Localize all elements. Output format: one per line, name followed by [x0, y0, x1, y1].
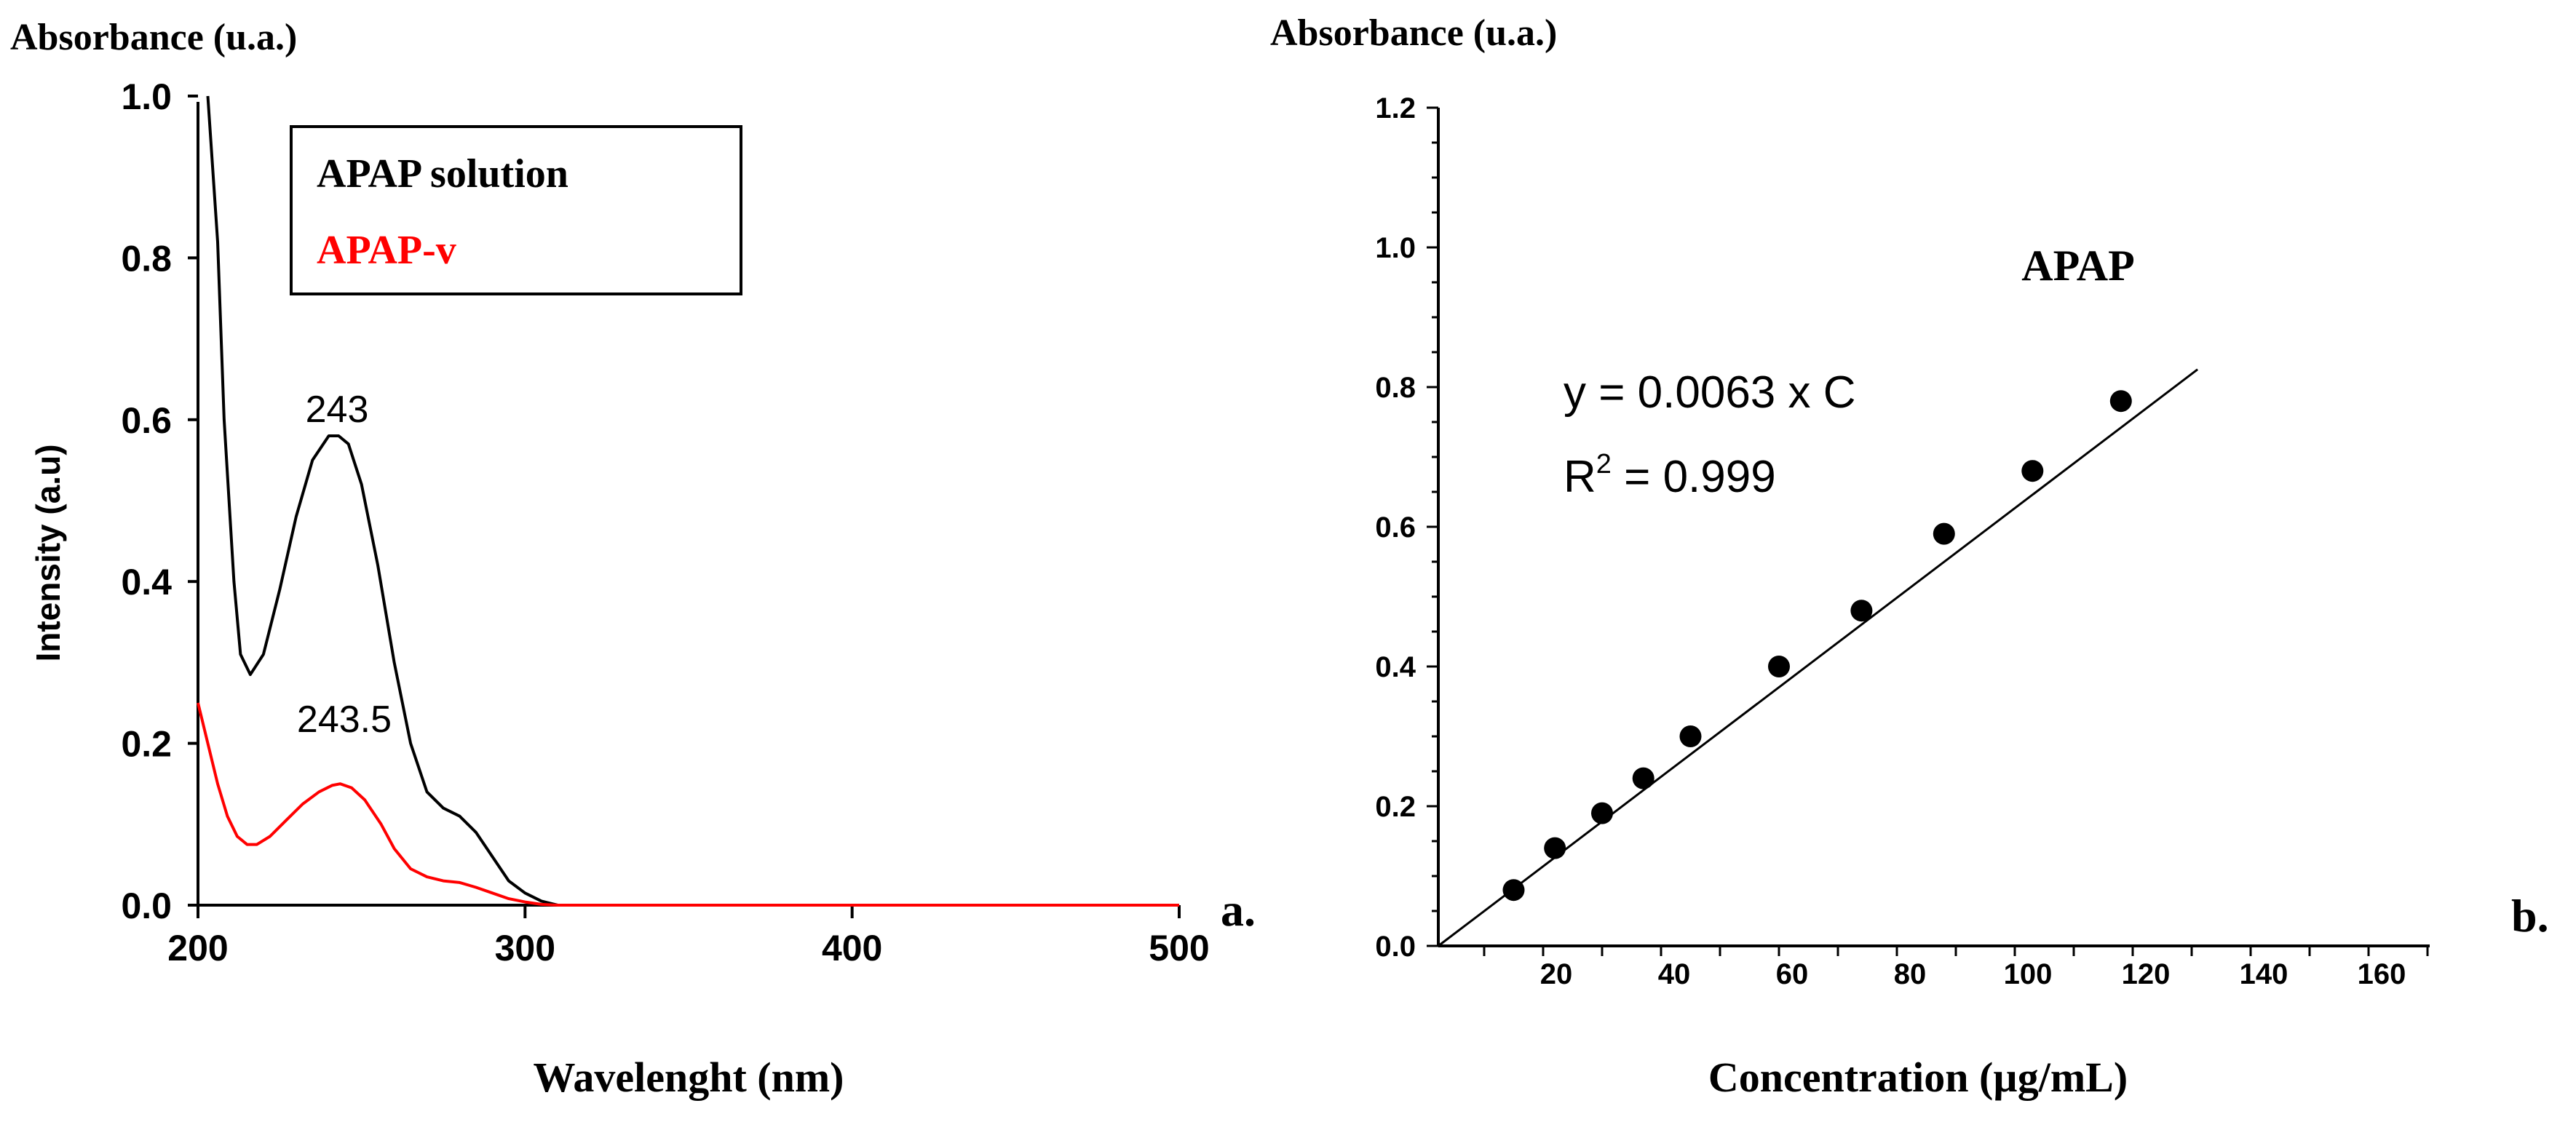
chart-b-y-tick-label: 0.0: [1375, 931, 1416, 963]
chart-b-series: [1438, 368, 2199, 947]
legend-item-apap-solution: APAP solution: [317, 151, 568, 196]
legend-item-apap-v: APAP-v: [317, 228, 456, 273]
chart-a-x-tick-label: 400: [822, 928, 882, 968]
chart-b-ticks: 0.0 0.2 0.4 0.6 0.8 1.0 1.2 20 40 60 80 100 120 140 16…: [1375, 92, 2429, 990]
chart-b-x-tick-label: 100: [2004, 958, 2053, 990]
chart-b-data-point: [2109, 390, 2132, 413]
chart-a-series: [197, 95, 1179, 907]
chart-b-x-tick-label: 120: [2122, 958, 2171, 990]
chart-a-y-tick-label: 0.4: [121, 562, 172, 602]
chart-b-y-tick-label: 1.0: [1375, 232, 1416, 264]
chart-a-ticks: 200 300 400 500 0.0 0.2 0.4 0.6 0.8 1.0: [121, 76, 1209, 968]
chart-a-panel-label: a.: [1221, 884, 1256, 936]
chart-b-data-point: [1502, 879, 1525, 902]
chart-b-data-point: [2021, 460, 2044, 482]
chart-b-y-tick-label: 0.6: [1375, 512, 1416, 544]
chart-a-x-tick-label: 500: [1149, 928, 1209, 968]
chart-b-r-squared: R2 = 0.999: [1564, 449, 1776, 502]
chart-a-x-axis-label: Wavelenght (nm): [534, 1054, 844, 1101]
chart-a-top-label: Absorbance (u.a.): [10, 17, 297, 58]
chart-a-y-tick-label: 0.6: [121, 400, 172, 441]
chart-b-title: APAP: [2021, 242, 2135, 290]
chart-a: Absorbance (u.a.) Intensity (a.u) 200 300…: [10, 17, 1256, 1101]
chart-a-peak-annotation-243-5: 243.5: [297, 699, 392, 741]
chart-b: Absorbance (u.a.) 0.0 0.2 0.4 0.6 0.8 1.0 1.2 2…: [1270, 12, 2549, 1101]
chart-a-peak-annotation-243: 243: [306, 389, 369, 431]
chart-b-x-tick-label: 80: [1894, 958, 1927, 990]
chart-b-y-tick-label: 1.2: [1375, 92, 1416, 124]
chart-b-data-point: [1768, 656, 1790, 677]
chart-b-data-point: [1544, 837, 1566, 859]
chart-b-r-squared-sup: 2: [1596, 449, 1612, 480]
chart-b-x-tick-label: 140: [2240, 958, 2288, 990]
chart-b-r-squared-prefix: R: [1564, 452, 1596, 502]
chart-b-data-point: [1679, 725, 1702, 747]
chart-a-y-tick-label: 0.8: [121, 238, 172, 279]
chart-b-data-point: [1632, 767, 1654, 789]
chart-b-y-tick-label: 0.4: [1375, 651, 1416, 683]
chart-b-x-tick-label: 20: [1540, 958, 1573, 990]
chart-b-data-point: [1933, 522, 1955, 545]
chart-a-y-axis-label: Intensity (a.u): [29, 444, 67, 661]
chart-b-data-point: [1850, 600, 1873, 622]
chart-a-legend-box: [290, 125, 742, 295]
chart-b-x-tick-label: 60: [1776, 958, 1809, 990]
series-line-apap-v: [197, 702, 1179, 907]
chart-a-y-tick-label: 0.0: [121, 886, 172, 926]
chart-b-r-squared-suffix: = 0.999: [1612, 452, 1776, 502]
chart-a-y-tick-label: 1.0: [121, 76, 172, 117]
chart-b-y-tick-label: 0.8: [1375, 372, 1416, 404]
chart-b-x-tick-label: 160: [2358, 958, 2406, 990]
chart-b-top-label: Absorbance (u.a.): [1270, 12, 1557, 54]
chart-b-panel-label: b.: [2511, 890, 2549, 942]
chart-b-x-tick-label: 40: [1658, 958, 1691, 990]
chart-b-equation: y = 0.0063 x C: [1564, 367, 1856, 418]
chart-b-data-point: [1591, 802, 1613, 824]
chart-b-y-tick-label: 0.2: [1375, 791, 1416, 823]
chart-a-legend: APAP solution APAP-v: [290, 125, 742, 295]
chart-a-x-tick-label: 300: [495, 928, 555, 968]
chart-a-x-tick-label: 200: [167, 928, 228, 968]
chart-b-x-axis-label: Concentration (µg/mL): [1708, 1054, 2128, 1101]
chart-a-y-tick-label: 0.2: [121, 724, 172, 765]
